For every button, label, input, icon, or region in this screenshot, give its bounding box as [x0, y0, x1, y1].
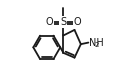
Text: S: S	[60, 17, 66, 27]
Text: 2: 2	[95, 42, 99, 48]
Text: NH: NH	[89, 38, 103, 48]
Text: O: O	[46, 17, 53, 27]
Text: O: O	[73, 17, 81, 27]
